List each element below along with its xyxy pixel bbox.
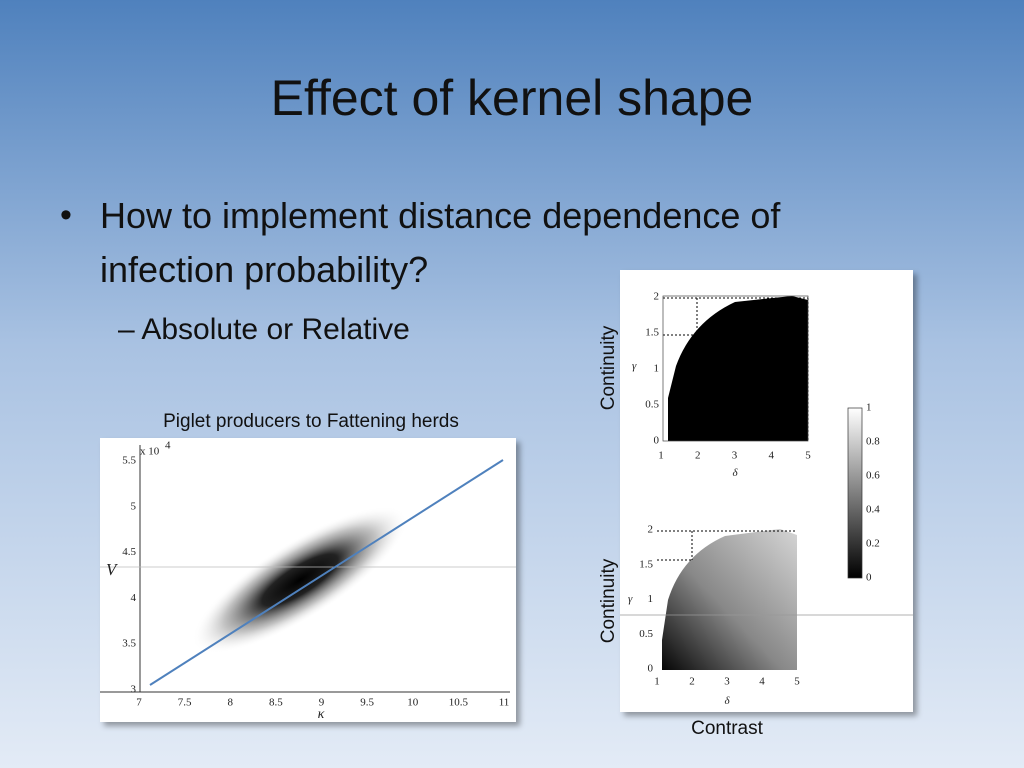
x-tick-label: 7	[136, 697, 142, 709]
x-tick-label: 3	[724, 676, 730, 688]
colorbar-tick-label: 0.8	[866, 436, 880, 448]
y-tick-label: 4	[131, 592, 137, 604]
colorbar-tick-label: 0	[866, 572, 872, 584]
y-tick-label: 5.5	[122, 455, 136, 467]
y-tick-label: 0	[654, 435, 660, 447]
x-tick-label: 8	[228, 697, 234, 709]
x-label: δ	[724, 695, 730, 707]
x-tick-label: 5	[805, 450, 811, 462]
colorbar-tick-label: 0.2	[866, 538, 880, 550]
bullet-text: infection probability?	[100, 249, 428, 290]
heatmap-bottom: Continuity γ δ	[598, 529, 913, 707]
title: Effect of kernel shape	[271, 70, 754, 126]
y-tick-label: 0.5	[639, 628, 653, 640]
exponent-label: x 10	[140, 446, 160, 458]
heatmap-region	[668, 296, 808, 441]
x-tick-label: 4	[769, 450, 775, 462]
y-tick-label: 2	[648, 524, 654, 536]
y-tick-label: 3	[131, 684, 137, 696]
y-label: V	[106, 560, 119, 579]
side-label: Continuity	[598, 325, 619, 410]
colorbar	[847, 407, 863, 579]
x-label: δ	[732, 467, 738, 479]
x-tick-label: 9.5	[360, 697, 374, 709]
colorbar-tick-label: 1	[866, 402, 872, 414]
x-tick-label: 4	[759, 676, 765, 688]
dotted-guide	[657, 530, 797, 561]
x-tick-label: 5	[794, 676, 800, 688]
x-tick-label: 2	[695, 450, 701, 462]
y-tick-label: 1.5	[639, 558, 653, 570]
scatter-density-plot: x 10 4 V κ	[100, 440, 516, 722]
heatmap-region	[662, 529, 797, 670]
y-tick-label: 2	[654, 291, 660, 303]
x-tick-label: 7.5	[178, 697, 192, 709]
side-label: Continuity	[598, 558, 619, 643]
x-tick-label: 10.5	[449, 697, 469, 709]
colorbar-tick-label: 0.4	[866, 504, 880, 516]
y-label: γ	[632, 360, 637, 372]
y-tick-label: 0	[648, 663, 654, 675]
fit-line	[149, 459, 504, 686]
x-tick-label: 10	[407, 697, 419, 709]
dotted-guide	[663, 297, 809, 441]
y-tick-label: 1	[654, 363, 660, 375]
x-tick-label: 1	[658, 450, 664, 462]
x-tick-label: 2	[689, 676, 695, 688]
y-label: γ	[628, 593, 633, 605]
x-tick-label: 11	[499, 697, 510, 709]
exponent: 4	[165, 440, 171, 452]
plot-frame	[662, 295, 809, 442]
x-tick-label: 1	[654, 676, 660, 688]
y-tick-label: 3.5	[122, 638, 136, 650]
bullet-dot: •	[60, 196, 72, 234]
heatmap-top: Continuity γ δ	[598, 295, 809, 479]
y-tick-label: 1.5	[645, 327, 659, 339]
sub-bullet: – Absolute or Relative	[118, 313, 410, 346]
y-tick-label: 0.5	[645, 399, 659, 411]
figure-caption: Contrast	[691, 718, 764, 739]
x-tick-label: 8.5	[269, 697, 283, 709]
colorbar-tick-label: 0.6	[866, 470, 880, 482]
bullet-text: How to implement distance dependence of	[100, 195, 781, 236]
x-tick-label: 9	[319, 697, 325, 709]
y-tick-label: 1	[648, 593, 654, 605]
figure-caption: Piglet producers to Fattening herds	[163, 411, 459, 432]
y-tick-label: 4.5	[122, 546, 136, 558]
x-tick-label: 3	[732, 450, 738, 462]
y-tick-label: 5	[131, 500, 137, 512]
x-label: κ	[318, 707, 325, 722]
density-blob	[192, 506, 408, 654]
